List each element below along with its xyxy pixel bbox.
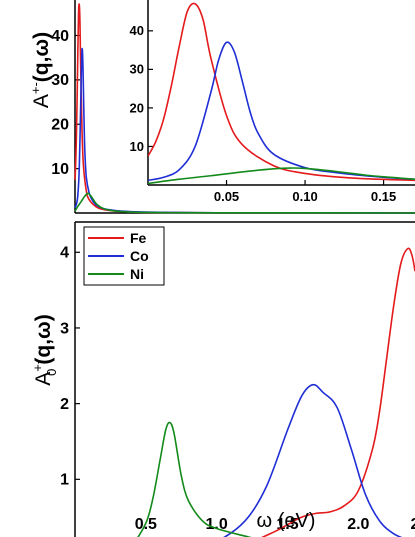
top-panel: 10 20 30 40 A+-(q,ω) — [28, 0, 415, 214]
top-ytick-label: 20 — [51, 117, 69, 134]
legend: Fe Co Ni — [83, 226, 165, 286]
inset-xtick-label: 0.05 — [214, 189, 239, 204]
bottom-ytick-label: 3 — [60, 320, 69, 337]
bottom-ytick-label: 2 — [60, 396, 69, 413]
top-series — [74, 3, 415, 214]
top-y-axis-label: A+-(q,ω) — [28, 32, 53, 108]
bottom-series — [137, 247, 415, 537]
bottom-ytick-label: 1 — [60, 472, 69, 489]
inset-series-ni — [148, 167, 415, 185]
inset-series-fe — [148, 2, 415, 182]
inset-ytick-label: 30 — [130, 62, 144, 77]
bottom-x-axis-label: ω (eV) — [257, 510, 316, 532]
bottom-xtick-label: 2 — [411, 516, 415, 533]
bottom-series-co — [223, 383, 403, 537]
legend-label-fe: Fe — [130, 230, 147, 246]
inset-series — [148, 2, 415, 185]
inset-xtick-label: 0.15 — [371, 189, 396, 204]
inset-panel: 10 20 30 40 0.05 0.10 0.15 — [130, 0, 415, 204]
top-ytick-label: 10 — [51, 161, 69, 178]
inset-ticks: 10 20 30 40 0.05 0.10 0.15 — [130, 23, 397, 204]
inset-ytick-label: 10 — [130, 139, 144, 154]
inset-xtick-label: 0.10 — [292, 189, 317, 204]
top-y-ticks: 10 20 30 40 — [51, 28, 80, 178]
bottom-y-axis-label: A+-0(q,ω) — [30, 314, 59, 386]
inset-series-co — [148, 41, 415, 182]
legend-label-co: Co — [130, 248, 149, 264]
legend-label-ni: Ni — [130, 266, 144, 282]
inset-ytick-label: 40 — [130, 23, 144, 38]
inset-ytick-label: 20 — [130, 100, 144, 115]
inset-background — [148, 0, 415, 185]
top-ytick-label: 30 — [51, 72, 69, 89]
top-ytick-label: 40 — [51, 28, 69, 45]
top-series-ni — [74, 192, 415, 214]
bottom-series-fe — [261, 247, 415, 537]
bottom-xtick-label: 1.0 — [206, 516, 228, 533]
bottom-ytick-label: 4 — [60, 245, 69, 262]
bottom-xtick-label: 2.0 — [347, 516, 369, 533]
bottom-series-ni — [137, 421, 252, 537]
